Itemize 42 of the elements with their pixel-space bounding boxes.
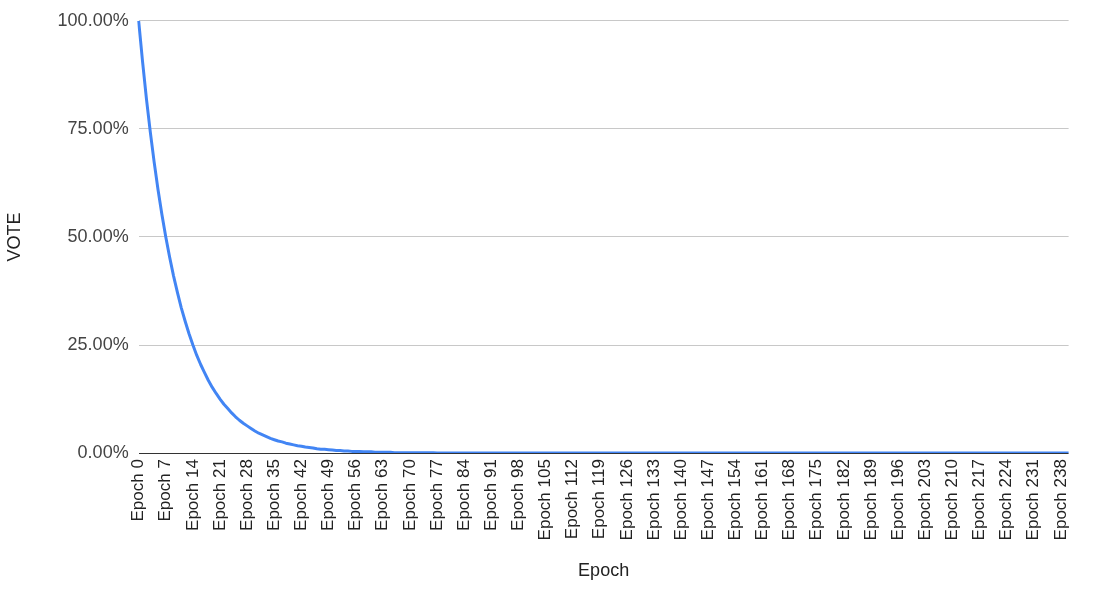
x-tick-label: Epoch 0 [128, 459, 148, 522]
x-tick-label: Epoch 70 [399, 459, 419, 531]
x-tick-label: Epoch 56 [345, 459, 365, 531]
x-tick-label: Epoch 140 [670, 459, 690, 541]
x-tick-label: Epoch 196 [887, 459, 907, 541]
y-tick-label: 0.00% [77, 442, 129, 463]
x-tick-label: Epoch 175 [806, 459, 826, 541]
x-tick-label: Epoch 154 [725, 459, 745, 541]
y-tick-label: 25.00% [67, 334, 129, 354]
x-tick-label: Epoch 28 [236, 459, 256, 531]
x-tick-label: Epoch 112 [562, 459, 582, 540]
x-tick-label: Epoch 189 [860, 459, 880, 541]
x-tick-label: Epoch 224 [996, 459, 1016, 541]
x-tick-label: Epoch 210 [942, 459, 962, 541]
x-tick-label: Epoch 182 [833, 459, 853, 541]
x-tick-label: Epoch 231 [1023, 459, 1043, 541]
x-tick-label: Epoch 14 [182, 459, 202, 531]
x-tick-label: Epoch 35 [263, 459, 283, 531]
x-tick-label: Epoch 77 [426, 459, 446, 531]
x-tick-label: Epoch 7 [155, 459, 175, 522]
x-tick-label: Epoch 105 [535, 459, 555, 541]
x-tick-label: Epoch 161 [752, 459, 772, 541]
x-tick-label: Epoch 203 [914, 459, 934, 541]
x-tick-label: Epoch 168 [779, 459, 799, 541]
x-tick-label: Epoch 119 [589, 459, 609, 540]
x-tick-label: Epoch 49 [318, 459, 338, 531]
y-tick-label: 75.00% [67, 117, 129, 138]
y-axis-title: VOTE [3, 212, 24, 262]
x-tick-label: Epoch 217 [969, 459, 989, 541]
x-tick-label: Epoch 42 [291, 459, 311, 531]
x-tick-label: Epoch 133 [643, 459, 663, 541]
x-tick-label: Epoch 98 [508, 459, 528, 531]
x-tick-label: Epoch 126 [616, 459, 636, 541]
x-tick-label: Epoch 238 [1050, 459, 1070, 541]
x-tick-label: Epoch 63 [372, 459, 392, 531]
x-tick-label: Epoch 91 [480, 459, 500, 531]
x-axis-title: Epoch [578, 560, 630, 581]
y-tick-label: 50.00% [67, 225, 129, 246]
x-tick-label: Epoch 84 [453, 459, 473, 531]
y-tick-label: 100.00% [57, 9, 129, 30]
x-tick-label: Epoch 21 [209, 459, 229, 531]
x-tick-label: Epoch 147 [697, 459, 717, 541]
